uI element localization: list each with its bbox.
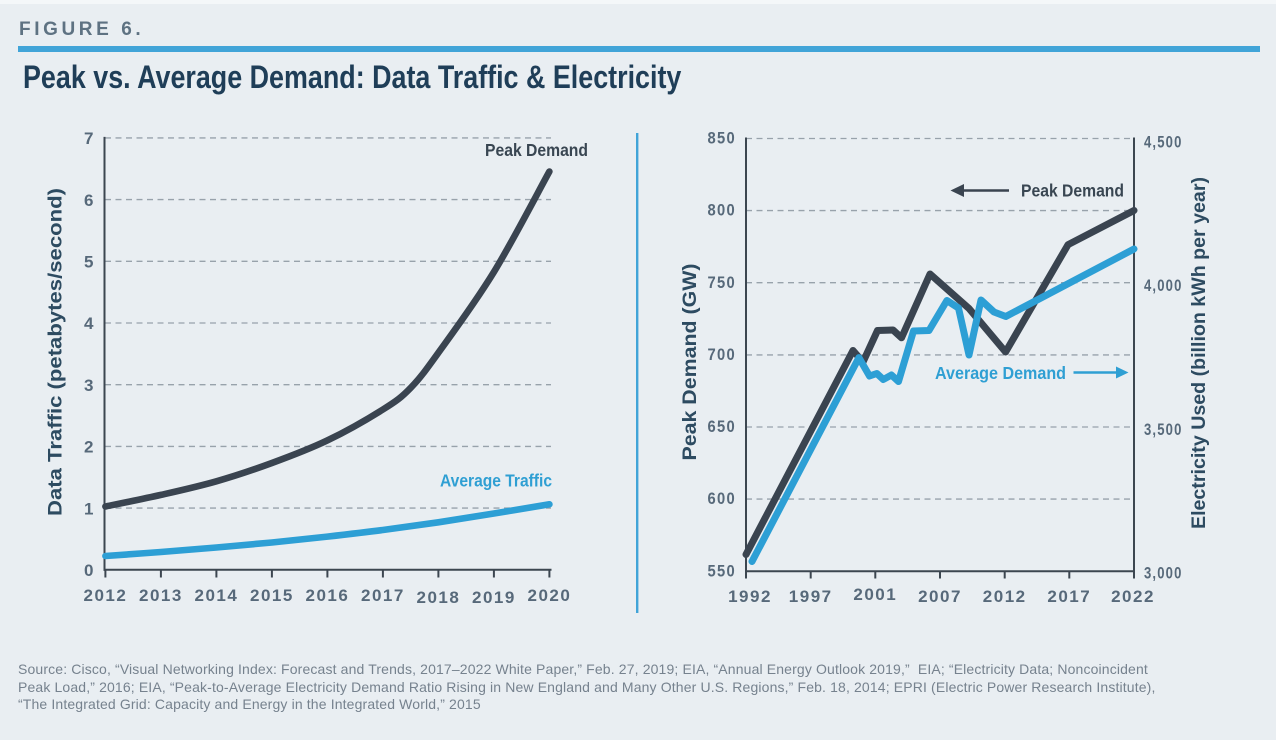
svg-text:5: 5	[84, 253, 95, 272]
svg-text:600: 600	[708, 489, 737, 508]
svg-text:6: 6	[84, 191, 95, 210]
svg-text:Data Traffic (petabytes/second: Data Traffic (petabytes/second)	[46, 188, 67, 516]
svg-text:2007: 2007	[918, 587, 962, 606]
svg-text:2016: 2016	[305, 586, 349, 605]
svg-text:Average Demand: Average Demand	[935, 363, 1066, 383]
svg-text:2001: 2001	[853, 585, 897, 604]
svg-text:Peak Demand: Peak Demand	[1021, 181, 1124, 201]
svg-text:Peak Demand: Peak Demand	[485, 140, 588, 160]
svg-text:2022: 2022	[1111, 587, 1155, 606]
svg-text:3: 3	[84, 376, 95, 395]
svg-text:2013: 2013	[139, 586, 183, 605]
svg-text:850: 850	[708, 129, 737, 148]
svg-text:Electricity Used (billion kWh: Electricity Used (billion kWh per year)	[1189, 177, 1210, 529]
svg-text:2019: 2019	[472, 588, 516, 607]
svg-text:1997: 1997	[789, 587, 833, 606]
svg-text:700: 700	[708, 345, 737, 364]
svg-text:Average Traffic: Average Traffic	[440, 471, 552, 491]
svg-text:2014: 2014	[194, 586, 238, 605]
svg-text:1: 1	[84, 499, 95, 518]
svg-text:2017: 2017	[1047, 587, 1091, 606]
svg-text:4,000: 4,000	[1144, 276, 1183, 295]
svg-text:0: 0	[84, 561, 95, 580]
svg-text:2012: 2012	[983, 587, 1027, 606]
svg-text:2012: 2012	[83, 586, 127, 605]
svg-text:2018: 2018	[416, 588, 460, 607]
svg-text:7: 7	[84, 129, 95, 148]
svg-text:2020: 2020	[527, 586, 571, 605]
svg-text:800: 800	[708, 201, 737, 220]
svg-text:4,500: 4,500	[1144, 133, 1183, 152]
svg-text:550: 550	[708, 561, 737, 580]
svg-text:3,000: 3,000	[1144, 564, 1183, 583]
svg-text:750: 750	[708, 273, 737, 292]
svg-text:2015: 2015	[250, 586, 294, 605]
svg-text:2: 2	[84, 438, 95, 457]
svg-text:1992: 1992	[728, 587, 772, 606]
svg-text:2017: 2017	[361, 586, 405, 605]
svg-text:Peak Demand (GW): Peak Demand (GW)	[680, 264, 701, 461]
svg-text:3,500: 3,500	[1144, 420, 1183, 439]
svg-text:650: 650	[708, 417, 737, 436]
svg-text:4: 4	[84, 314, 95, 333]
